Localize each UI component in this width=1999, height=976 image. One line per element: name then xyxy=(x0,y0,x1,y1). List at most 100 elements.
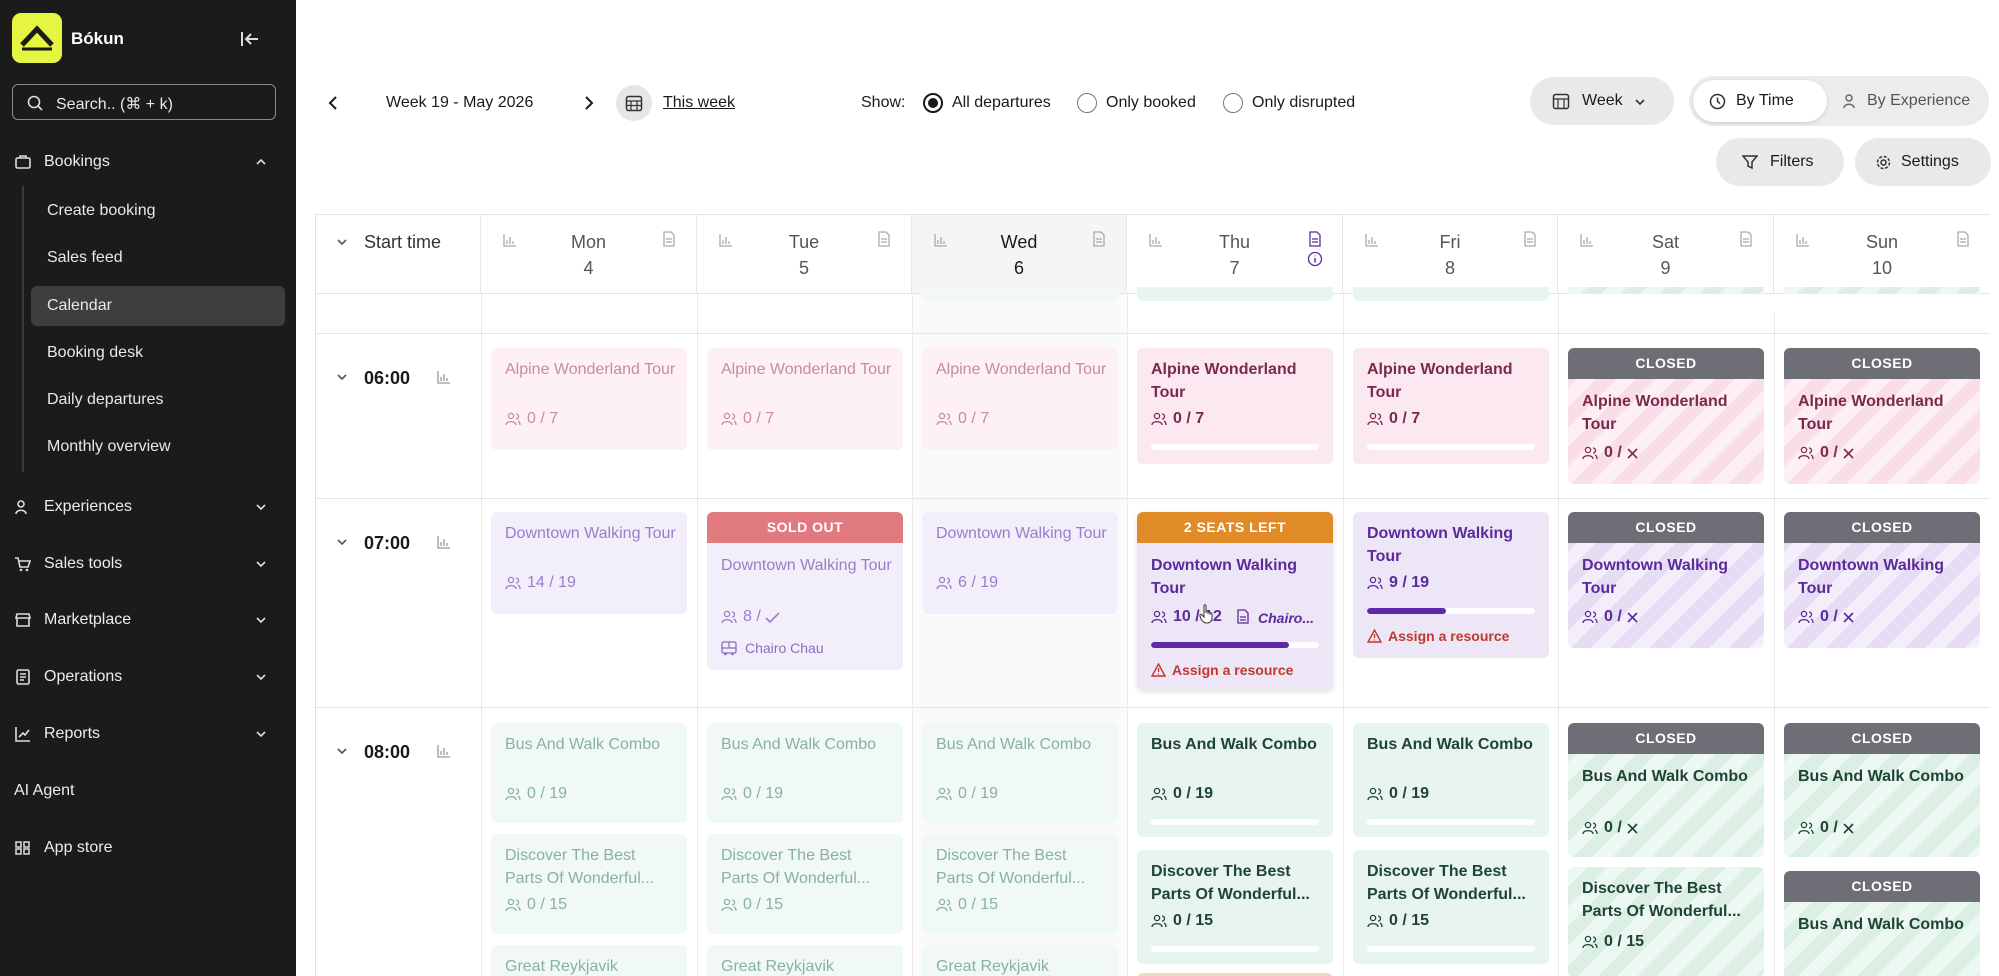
departure-card[interactable]: Discover The Best Parts Of Wonderful... … xyxy=(1568,867,1764,976)
departure-card[interactable]: Downtown Walking Tour 6 / 19 xyxy=(922,512,1118,614)
people-icon xyxy=(1151,610,1167,624)
calendar-grid: Start time Mon 4 Tue 5 Wed 6 Thu 7 xyxy=(315,214,1990,976)
start-time-header[interactable]: Start time xyxy=(316,215,481,294)
day-header-thu[interactable]: Thu 7 xyxy=(1127,215,1343,294)
card-partial-thu[interactable] xyxy=(1137,287,1333,301)
next-week-button[interactable] xyxy=(578,93,598,113)
filter-icon xyxy=(1742,155,1758,170)
departure-card[interactable]: Bus And Walk Combo 0 / 19 xyxy=(1353,723,1549,837)
radio-all-departures[interactable] xyxy=(923,93,943,113)
day-header-sun[interactable]: Sun 10 xyxy=(1774,215,1990,294)
departure-card[interactable]: Alpine Wonderland Tour 0 / 7 xyxy=(707,348,903,450)
assign-resource-link[interactable]: Assign a resource xyxy=(1366,628,1509,644)
people-icon xyxy=(1582,446,1598,460)
bar-chart-icon[interactable] xyxy=(437,744,451,758)
departure-card-closed[interactable]: CLOSED Bus And Walk Combo 0 / xyxy=(1568,723,1764,857)
previous-week-button[interactable] xyxy=(324,93,344,113)
experiences-icon xyxy=(15,500,27,515)
sidebar-item-booking-desk[interactable]: Booking desk xyxy=(47,344,144,361)
info-icon[interactable] xyxy=(1307,251,1323,267)
day-header-wed[interactable]: Wed 6 xyxy=(912,215,1127,294)
date-picker-button[interactable] xyxy=(616,85,652,121)
people-icon xyxy=(721,412,737,426)
departure-card-closed[interactable]: CLOSED Downtown Walking Tour 0 / xyxy=(1568,512,1764,648)
departure-card-closed[interactable]: CLOSED Alpine Wonderland Tour 0 / xyxy=(1784,348,1980,484)
departure-card[interactable]: Downtown Walking Tour 9 / 19 Assign a re… xyxy=(1353,512,1549,658)
departure-card[interactable]: Great Reykjavik xyxy=(707,945,903,976)
departure-card-closed[interactable]: CLOSED Bus And Walk Combo 0 / xyxy=(1784,723,1980,857)
sidebar-item-monthly-overview[interactable]: Monthly overview xyxy=(47,438,171,455)
departure-card[interactable]: Great Reykjavik xyxy=(922,945,1118,976)
radio-label-only-booked: Only booked xyxy=(1106,94,1196,111)
card-partial-fri[interactable] xyxy=(1353,287,1549,301)
departure-card[interactable]: Discover The Best Parts Of Wonderful... … xyxy=(707,834,903,934)
departure-card-seats-left[interactable]: 2 SEATS LEFT Downtown Walking Tour 10 / … xyxy=(1137,512,1333,690)
people-icon xyxy=(505,898,521,912)
sidebar-item-sales-feed[interactable]: Sales feed xyxy=(47,249,123,266)
people-icon xyxy=(936,576,952,590)
chevron-down-icon xyxy=(337,539,347,546)
radio-label-all-departures: All departures xyxy=(952,94,1051,111)
departure-card[interactable]: Great Reykjavik xyxy=(491,945,687,976)
bar-chart-icon[interactable] xyxy=(437,370,451,384)
departure-card[interactable]: Bus And Walk Combo 0 / 19 xyxy=(1137,723,1333,837)
departure-card-closed[interactable]: CLOSED Alpine Wonderland Tour 0 / xyxy=(1568,348,1764,484)
sidebar-item-bookings[interactable]: Bookings xyxy=(0,142,296,182)
collapse-sidebar-icon[interactable] xyxy=(238,27,262,51)
departure-card[interactable]: Downtown Walking Tour 14 / 19 xyxy=(491,512,687,614)
sidebar-item-app-store[interactable]: App store xyxy=(0,828,296,868)
departure-card[interactable]: Alpine Wonderland Tour 0 / 7 xyxy=(491,348,687,450)
departure-card[interactable]: Alpine Wonderland Tour 0 / 7 xyxy=(922,348,1118,450)
by-experience-button[interactable]: By Experience xyxy=(1833,80,1985,122)
view-select[interactable]: Week xyxy=(1530,77,1674,125)
day-header-mon[interactable]: Mon 4 xyxy=(481,215,697,294)
sidebar-item-ai-agent[interactable]: AI Agent xyxy=(14,782,75,799)
departure-card[interactable]: Bus And Walk Combo 0 / 19 xyxy=(707,723,903,823)
search-input[interactable]: Search.. (⌘ + k) xyxy=(12,84,276,120)
people-icon xyxy=(1367,914,1383,928)
close-icon xyxy=(1843,612,1854,623)
filters-button[interactable]: Filters xyxy=(1716,138,1844,186)
assign-resource-link[interactable]: Assign a resource xyxy=(1150,662,1293,678)
settings-button[interactable]: Settings xyxy=(1855,138,1991,186)
row-divider xyxy=(316,707,1990,708)
people-icon xyxy=(1798,610,1814,624)
departure-card[interactable]: Alpine Wonderland Tour 0 / 7 xyxy=(1137,348,1333,464)
day-header-fri[interactable]: Fri 8 xyxy=(1343,215,1558,294)
sidebar-item-daily-departures[interactable]: Daily departures xyxy=(47,391,164,408)
grid-icon xyxy=(15,841,30,855)
departure-card-partial[interactable] xyxy=(1137,973,1333,976)
departure-card[interactable]: Discover The Best Parts Of Wonderful... … xyxy=(1137,850,1333,964)
search-placeholder: Search.. (⌘ + k) xyxy=(56,96,173,113)
day-header-sat[interactable]: Sat 9 xyxy=(1558,215,1774,294)
sidebar-item-reports[interactable]: Reports xyxy=(0,714,296,754)
departure-card[interactable]: Discover The Best Parts Of Wonderful... … xyxy=(491,834,687,934)
column-divider xyxy=(1774,294,1775,976)
departure-card[interactable]: Bus And Walk Combo 0 / 19 xyxy=(491,723,687,823)
sidebar-item-operations[interactable]: Operations xyxy=(0,657,296,697)
card-partial-wed[interactable] xyxy=(922,287,1118,301)
bar-chart-icon[interactable] xyxy=(437,535,451,549)
document-icon xyxy=(1740,231,1752,247)
departure-card[interactable]: Bus And Walk Combo 0 / 19 xyxy=(922,723,1118,823)
sidebar-item-marketplace[interactable]: Marketplace xyxy=(0,600,296,640)
this-week-link[interactable]: This week xyxy=(663,94,736,111)
departure-card-sold-out[interactable]: SOLD OUT Downtown Walking Tour 8 / Chair… xyxy=(707,512,903,670)
capacity-bar xyxy=(1367,819,1535,825)
departure-card[interactable]: Discover The Best Parts Of Wonderful... … xyxy=(922,834,1118,934)
bar-chart-icon xyxy=(934,234,947,247)
radio-only-booked[interactable] xyxy=(1077,93,1097,113)
sidebar-item-experiences[interactable]: Experiences xyxy=(0,487,296,527)
day-header-tue[interactable]: Tue 5 xyxy=(697,215,912,294)
departure-card[interactable]: Discover The Best Parts Of Wonderful... … xyxy=(1353,850,1549,964)
sidebar-item-calendar[interactable]: Calendar xyxy=(31,286,285,326)
sidebar-item-create-booking[interactable]: Create booking xyxy=(47,202,156,219)
bokun-logo[interactable] xyxy=(12,13,62,63)
departure-card[interactable]: Alpine Wonderland Tour 0 / 7 xyxy=(1353,348,1549,464)
sidebar-item-sales-tools[interactable]: Sales tools xyxy=(0,544,296,584)
departure-card-closed[interactable]: CLOSED Downtown Walking Tour 0 / xyxy=(1784,512,1980,648)
by-time-button[interactable]: By Time xyxy=(1693,80,1827,122)
departure-card-closed[interactable]: CLOSED Bus And Walk Combo xyxy=(1784,871,1980,976)
radio-only-disrupted[interactable] xyxy=(1223,93,1243,113)
people-icon xyxy=(936,412,952,426)
